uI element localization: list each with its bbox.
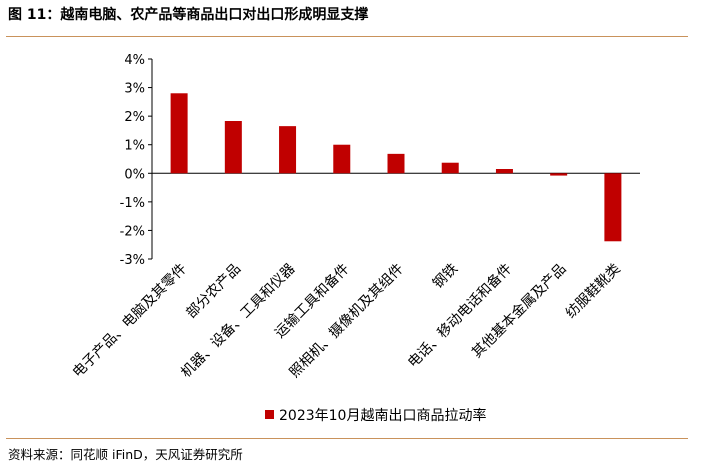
y-tick-label: -1% — [120, 196, 145, 211]
x-tick-label: 纺服鞋靴类 — [563, 261, 624, 322]
header-rule — [6, 36, 688, 37]
x-tick-label: 电话、移动电话和备件 — [404, 260, 515, 371]
bar — [170, 93, 188, 174]
y-tick-label: 3% — [124, 82, 145, 97]
legend: 2023年10月越南出口商品拉动率 — [265, 407, 486, 424]
legend-swatch — [265, 410, 274, 419]
y-tick-label: 4% — [124, 53, 145, 68]
x-tick-label: 钢铁 — [430, 261, 461, 292]
x-tick-label: 照相机、摄像机及其组件 — [287, 261, 407, 381]
footer-rule — [6, 438, 688, 439]
legend-label: 2023年10月越南出口商品拉动率 — [279, 407, 486, 424]
bar — [495, 169, 513, 174]
bar — [604, 173, 622, 242]
y-tick-label: -2% — [120, 224, 145, 239]
y-axis: -3% -2% -1% 0% 1% 2% 3% 4% — [120, 53, 640, 268]
x-axis-labels: 电子产品、电脑及其零件部分农产品机器、设备、工具和仪器运输工具和备件照相机、摄像… — [70, 260, 624, 381]
bar — [550, 173, 568, 176]
bar — [333, 144, 351, 174]
y-tick-label: 2% — [124, 110, 145, 125]
source-note: 资料来源：同花顺 iFinD，天风证券研究所 — [8, 447, 243, 462]
x-tick-label: 电子产品、电脑及其零件 — [70, 261, 190, 381]
y-tick-label: 0% — [124, 167, 145, 182]
y-tick-label: 1% — [124, 139, 145, 154]
x-tick-label: 其他基本金属及产品 — [468, 260, 569, 361]
bar — [224, 121, 242, 174]
y-tick-label: -3% — [120, 253, 145, 268]
bar — [441, 162, 459, 174]
bar — [279, 126, 297, 174]
chart-title: 图 11：越南电脑、农产品等商品出口对出口形成明显支撑 — [8, 7, 369, 23]
bars — [170, 93, 622, 242]
bar — [387, 153, 405, 174]
